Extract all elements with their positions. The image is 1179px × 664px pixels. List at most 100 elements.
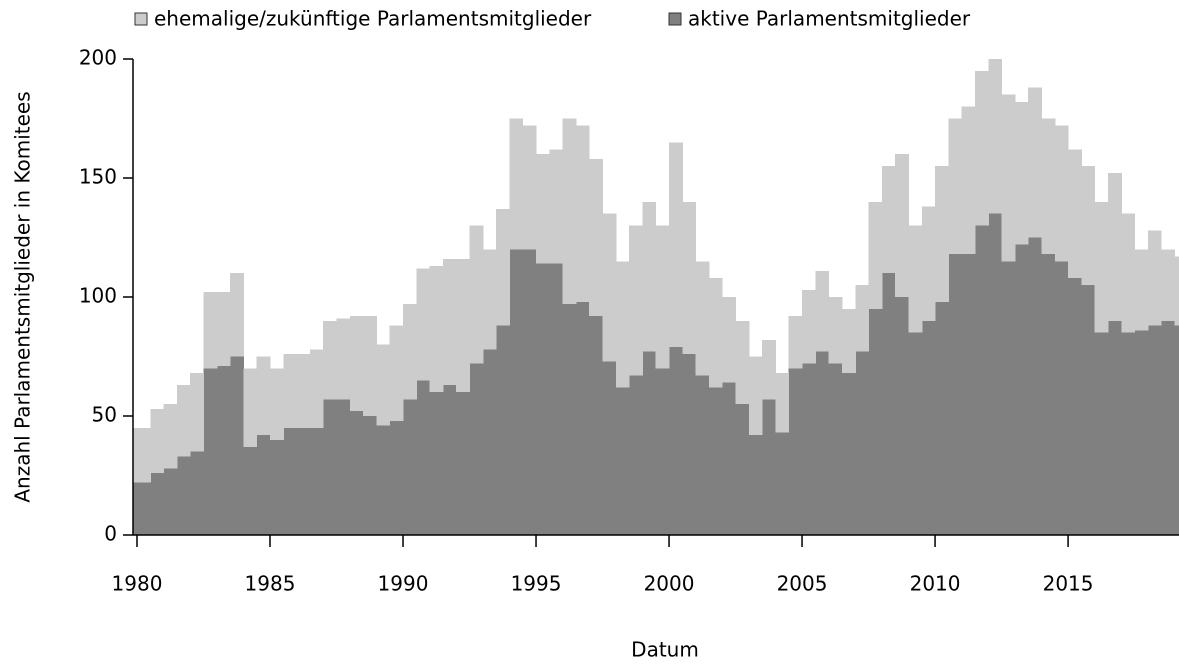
step-segment: [363, 316, 377, 416]
step-segment: [389, 325, 404, 421]
step-segment: [323, 320, 338, 400]
step-segment: [203, 368, 218, 535]
step-segment: [1161, 320, 1175, 535]
step-segment: [549, 149, 564, 264]
step-segment: [349, 316, 364, 412]
step-segment: [469, 363, 484, 535]
step-segment: [1121, 332, 1136, 535]
x-tick-label: 2015: [1043, 572, 1094, 596]
step-segment: [376, 425, 391, 535]
step-segment: [682, 354, 697, 535]
legend: ehemalige/zukünftige Parlamentsmitgliede…: [134, 7, 971, 31]
step-segment: [163, 468, 178, 535]
step-segment: [868, 201, 883, 309]
step-segment: [270, 368, 284, 440]
step-segment: [815, 270, 830, 352]
step-segment: [602, 213, 617, 362]
step-segment: [974, 225, 989, 535]
step-segment: [482, 249, 497, 350]
step-segment: [1161, 249, 1175, 321]
y-tick-label: 0: [104, 522, 117, 546]
step-segment: [642, 201, 657, 352]
step-segment: [230, 273, 244, 357]
step-segment: [988, 59, 1003, 214]
step-segment: [336, 399, 351, 535]
step-segment: [1081, 285, 1096, 535]
step-segment: [762, 339, 776, 400]
step-segment: [176, 456, 191, 535]
step-segment: [642, 351, 657, 535]
y-axis-label: Anzahl Parlamentsmitglieder in Komitees: [11, 91, 35, 502]
step-segment: [442, 385, 457, 535]
step-segment: [1028, 237, 1042, 535]
step-segment: [243, 368, 258, 447]
step-segment: [389, 420, 404, 535]
step-segment: [948, 254, 963, 535]
step-segment: [469, 225, 484, 364]
step-segment: [336, 318, 351, 400]
step-segment: [309, 427, 324, 535]
step-segment: [788, 316, 803, 369]
step-segment: [828, 363, 843, 535]
step-segment: [562, 118, 577, 305]
step-segment: [1001, 261, 1016, 535]
y-tick-label: 200: [79, 46, 117, 70]
step-segment: [496, 325, 510, 535]
step-segment: [828, 297, 843, 364]
step-segment: [948, 118, 963, 255]
step-segment: [629, 375, 643, 535]
step-segment: [788, 368, 803, 535]
y-tick-label: 150: [79, 165, 117, 189]
step-segment: [416, 268, 431, 381]
step-segment: [855, 285, 870, 352]
step-segment: [895, 154, 909, 297]
step-segment: [150, 408, 165, 474]
step-segment: [1107, 173, 1122, 321]
step-segment: [908, 332, 923, 535]
step-segment: [309, 349, 324, 428]
step-segment: [1028, 87, 1042, 238]
step-segment: [1041, 118, 1056, 255]
step-segment: [133, 482, 151, 535]
step-segment: [270, 439, 284, 535]
step-segment: [1014, 244, 1029, 535]
step-segment: [429, 266, 444, 393]
x-tick-label: 1995: [511, 572, 562, 596]
step-segment: [536, 154, 550, 264]
plot-area: [133, 59, 1179, 535]
step-segment: [1068, 277, 1082, 535]
step-segment: [296, 354, 311, 428]
step-segment: [655, 225, 670, 369]
step-segment: [802, 289, 816, 364]
step-segment: [243, 446, 258, 535]
step-segment: [256, 356, 271, 436]
step-segment: [1134, 330, 1149, 535]
step-segment: [669, 346, 683, 535]
step-segment: [536, 263, 550, 535]
step-segment: [708, 277, 723, 388]
step-segment: [602, 361, 617, 535]
step-segment: [1094, 201, 1109, 333]
step-segment: [456, 258, 471, 393]
step-segment: [735, 320, 750, 405]
step-segment: [133, 427, 151, 483]
step-segment: [1054, 125, 1069, 262]
step-segment: [722, 382, 737, 535]
step-segment: [1054, 261, 1069, 535]
step-segment: [868, 308, 883, 535]
step-segment: [1134, 249, 1149, 331]
step-segment: [695, 375, 710, 535]
step-segment: [695, 261, 710, 376]
step-segment: [176, 385, 191, 457]
step-segment: [841, 308, 856, 374]
step-segment: [722, 297, 737, 383]
step-segment: [203, 292, 218, 369]
step-segment: [974, 70, 989, 226]
legend-label: ehemalige/zukünftige Parlamentsmitgliede…: [154, 7, 592, 31]
step-segment: [895, 297, 909, 535]
step-segment: [163, 404, 178, 469]
step-segment: [802, 363, 816, 535]
step-segment: [1081, 166, 1096, 286]
